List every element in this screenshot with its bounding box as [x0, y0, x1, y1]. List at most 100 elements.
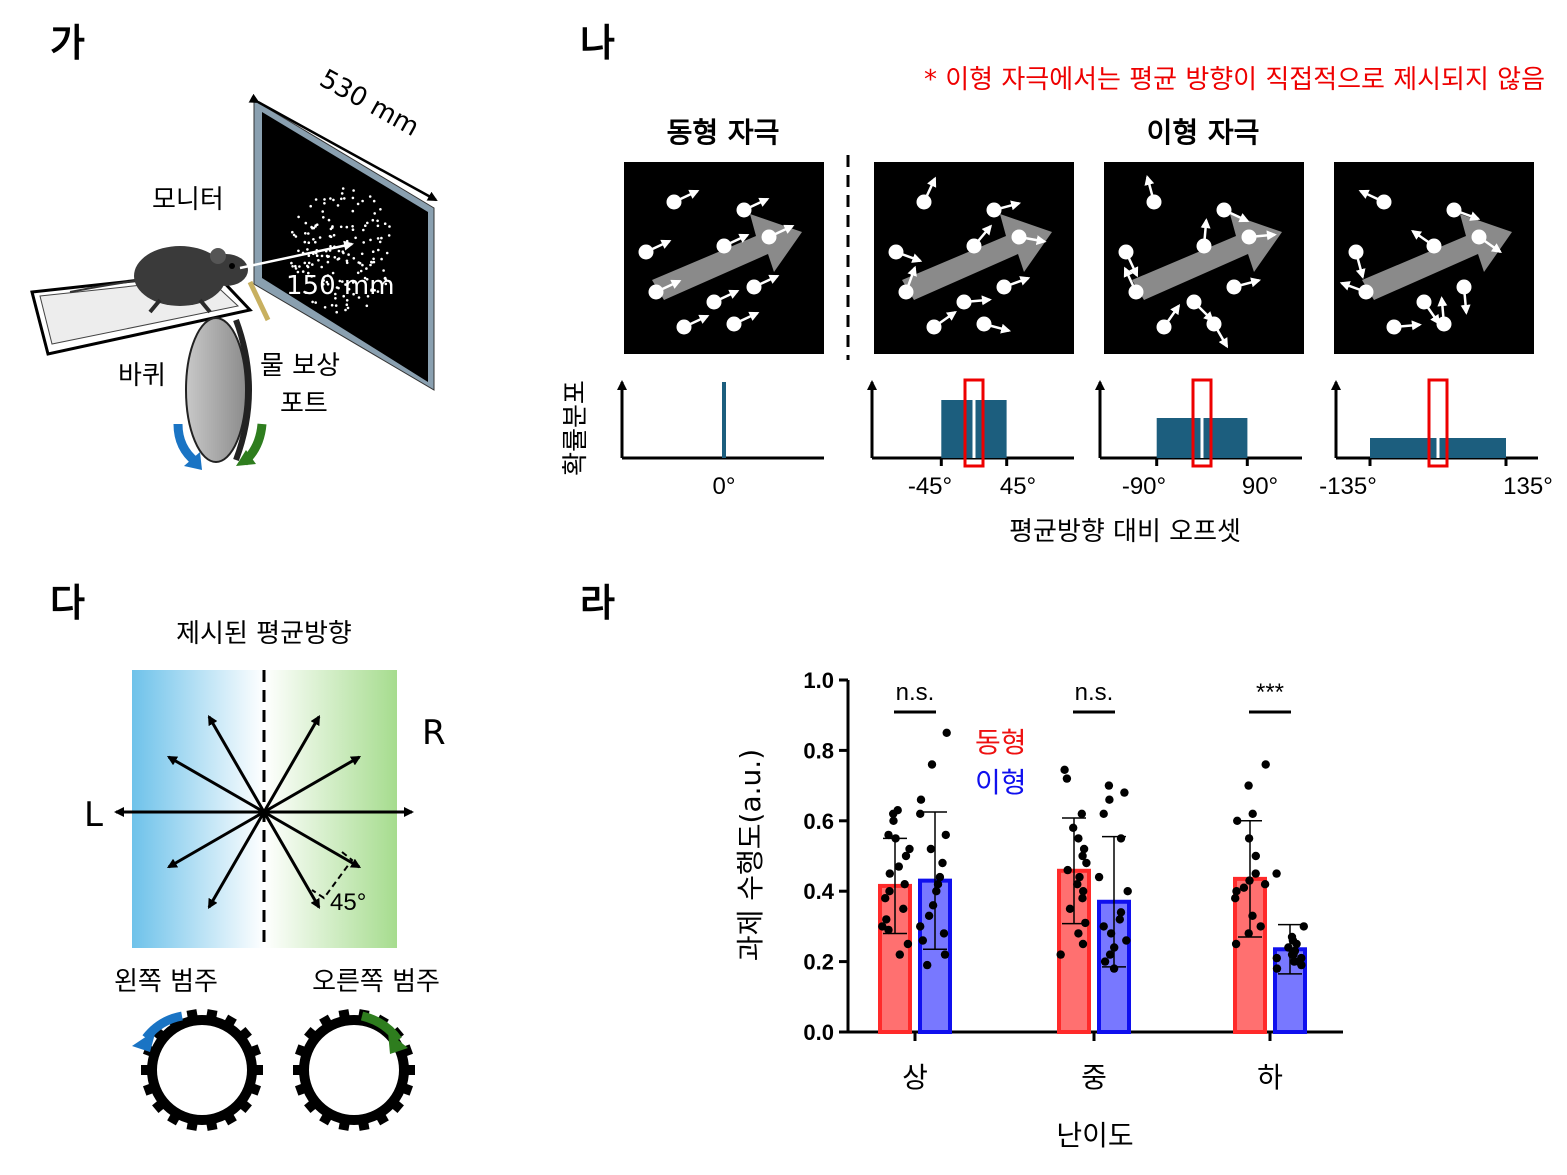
data-point — [1290, 957, 1299, 966]
data-point — [1245, 876, 1254, 885]
distribution-gap — [1436, 438, 1440, 458]
monitor-dot — [341, 187, 345, 190]
data-point — [878, 922, 887, 931]
monitor-dot — [314, 240, 317, 244]
right-category-label: 오른쪽 범주 — [312, 967, 440, 997]
monitor-dot — [371, 218, 375, 222]
significance-label: n.s. — [1075, 679, 1114, 706]
tire-ring — [147, 1015, 257, 1125]
monitor-dot — [323, 306, 327, 309]
data-point — [882, 915, 891, 924]
data-point — [1244, 781, 1253, 790]
tire-tread — [223, 1014, 237, 1029]
monitor-dot — [342, 251, 345, 255]
y-tick-label: 0.6 — [803, 809, 834, 834]
data-point — [1105, 795, 1114, 804]
monitor-dot — [331, 225, 334, 228]
monitor-dot — [365, 304, 369, 308]
monitor-dot — [326, 282, 330, 286]
distribution-gap — [1200, 418, 1204, 458]
left-turn-arrowhead — [132, 1030, 156, 1052]
monitor-dot — [292, 233, 296, 237]
monitor-dot — [352, 292, 355, 296]
monitor-dot — [338, 279, 342, 283]
monitor-dot — [322, 279, 326, 282]
monitor-dot — [361, 263, 364, 267]
monitor-dot — [318, 236, 322, 239]
direction-arrow — [263, 810, 362, 869]
dot-motion-arrow — [963, 295, 992, 306]
right-turn-arrowhead — [388, 1032, 408, 1054]
monitor-dot — [363, 276, 367, 280]
data-point — [1078, 851, 1087, 861]
monitor-dot — [326, 260, 330, 264]
mean-exclusion-box — [1191, 378, 1213, 468]
x-tick-label: 상 — [902, 1061, 928, 1094]
panel-a-letter: 가 — [50, 21, 85, 65]
data-point — [927, 760, 937, 769]
tire-tread — [237, 1026, 252, 1042]
monitor-dot — [303, 240, 307, 244]
data-point — [1290, 946, 1300, 956]
monitor-dot — [352, 189, 355, 192]
dot-motion-arrow — [1162, 304, 1181, 328]
monitor-dot — [357, 261, 361, 264]
data-point — [893, 806, 902, 815]
monitor-dot — [362, 241, 366, 244]
data-point — [939, 929, 949, 938]
monitor-dot — [376, 290, 380, 293]
data-point — [1272, 964, 1282, 973]
water-port-label-1: 물 보상 — [260, 351, 340, 381]
data-point — [1244, 834, 1254, 843]
wheel-label: 바퀴 — [118, 361, 166, 391]
monitor-dot — [345, 239, 349, 243]
dot-motion-arrow — [768, 224, 795, 239]
monitor-dot — [331, 271, 335, 275]
direction-arrow — [207, 811, 266, 910]
monitor-dot — [332, 233, 336, 237]
data-point — [932, 887, 941, 896]
monitor-dot — [354, 236, 357, 240]
monitor-dot — [314, 225, 317, 228]
monitor-dot — [345, 299, 349, 302]
dot-motion-arrow — [743, 197, 770, 212]
tire-tread — [400, 1082, 414, 1096]
data-point — [1251, 869, 1260, 878]
tire-ring — [299, 1015, 409, 1125]
monitor-dot — [380, 236, 383, 240]
monitor-dot — [347, 287, 351, 291]
data-point — [928, 901, 938, 910]
monitor-dot — [376, 219, 379, 223]
monitor-dot — [356, 202, 360, 206]
monitor-dot — [294, 267, 298, 270]
monitor-dot — [339, 225, 343, 229]
dot-motion-arrow — [973, 224, 992, 247]
data-point — [889, 816, 898, 825]
monitor-dot — [307, 254, 311, 257]
panel-a: 가 530 mm 모니터 바퀴 물 보상 포트 150 mm — [30, 21, 438, 470]
performance-chart: 0.0 0.2 0.4 0.6 0.8 1.0 상 n.s. 중 n.s. 하 *** — [803, 668, 1343, 1094]
direction-arrow — [166, 755, 265, 814]
monitor-dot — [334, 297, 337, 300]
running-wheel — [185, 317, 247, 463]
monitor-dot — [307, 241, 311, 244]
dot-motion-arrow — [1223, 208, 1250, 223]
monitor-dot — [336, 258, 340, 261]
tire-tread — [357, 1119, 370, 1131]
monitor-dot — [371, 250, 375, 253]
monitor-dot — [304, 291, 308, 295]
monitor-dot — [377, 248, 380, 252]
panel-c-letter: 다 — [50, 581, 85, 625]
data-point — [924, 911, 934, 920]
direction-arrow — [262, 811, 321, 910]
monitor-dot — [306, 248, 309, 251]
data-point — [1231, 894, 1240, 903]
monitor-dot — [290, 261, 293, 265]
data-point — [895, 950, 904, 959]
monitor-dot — [362, 228, 365, 232]
monitor-dot — [329, 197, 332, 200]
data-point — [1077, 809, 1087, 818]
data-point — [1284, 943, 1293, 952]
distribution-tick-label: 135° — [1503, 473, 1553, 500]
dot-motion-arrow — [1212, 323, 1229, 349]
